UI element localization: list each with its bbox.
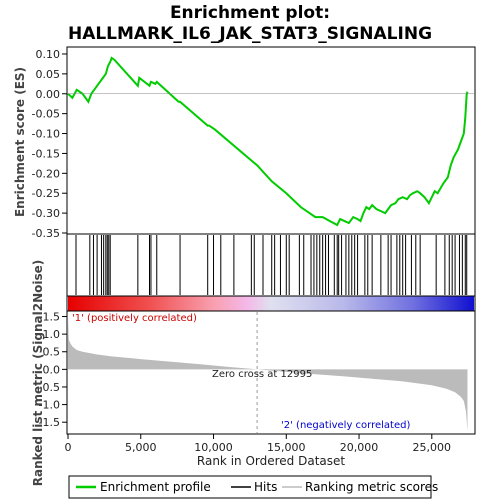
metric-axis-label: Ranked list metric (Signal2Noise) bbox=[31, 260, 45, 487]
metric-y-tick-label: 0.0 bbox=[43, 363, 61, 376]
x-tick-label: 25,000 bbox=[413, 441, 452, 454]
zero-cross-label: Zero cross at 12995 bbox=[212, 369, 312, 380]
es-y-ticks: 0.10 0.05 0.00 -0.05 -0.10 -0.15 -0.20 -0.25 -0.… bbox=[32, 48, 67, 240]
es-y-tick-label: 0.00 bbox=[36, 88, 61, 101]
es-y-tick-label: 0.10 bbox=[36, 48, 61, 61]
rank-gradient-bar bbox=[68, 296, 474, 311]
metric-y-tick-label: 1.5 bbox=[43, 311, 61, 324]
metric-y-ticks: 1.5 1.0 0.5 0.0 -0.5 -1.0 -1.5 bbox=[39, 311, 67, 429]
x-tick-label: 0 bbox=[65, 441, 72, 454]
es-panel-frame bbox=[66, 46, 476, 235]
es-y-tick-label: -0.30 bbox=[32, 207, 60, 220]
metric-y-tick-label: 1.0 bbox=[43, 328, 61, 341]
es-y-tick-label: -0.10 bbox=[32, 128, 60, 141]
metric-y-tick-label: -1.5 bbox=[39, 416, 60, 429]
x-tick-label: 5,000 bbox=[125, 441, 157, 454]
legend-hits-label: Hits bbox=[254, 480, 277, 494]
chart-title-line2: HALLMARK_IL6_JAK_STAT3_SIGNALING bbox=[68, 24, 432, 44]
positive-correlation-label: '1' (positively correlated) bbox=[72, 313, 197, 324]
x-tick-label: 20,000 bbox=[340, 441, 379, 454]
ranking-metric-area bbox=[68, 314, 468, 431]
hits-panel-frame bbox=[66, 233, 476, 297]
x-axis-ticks: 0 5,000 10,000 15,000 20,000 25,000 bbox=[65, 434, 452, 454]
metric-y-tick-label: -0.5 bbox=[39, 381, 60, 394]
es-y-tick-label: -0.25 bbox=[32, 187, 60, 200]
es-y-tick-label: 0.05 bbox=[36, 68, 61, 81]
x-tick-label: 15,000 bbox=[267, 441, 306, 454]
negative-correlation-label: '2' (negatively correlated) bbox=[281, 420, 410, 431]
x-axis-label: Rank in Ordered Dataset bbox=[197, 454, 345, 468]
legend-metric-label: Ranking metric scores bbox=[305, 480, 438, 494]
es-y-tick-label: -0.15 bbox=[32, 147, 60, 160]
es-y-tick-label: -0.20 bbox=[32, 167, 60, 180]
legend-enrichment-label: Enrichment profile bbox=[100, 480, 211, 494]
es-axis-label: Enrichment score (ES) bbox=[13, 67, 27, 217]
metric-y-tick-label: 0.5 bbox=[43, 346, 61, 359]
chart-title-line1: Enrichment plot: bbox=[170, 3, 330, 23]
metric-y-tick-label: -1.0 bbox=[39, 399, 60, 412]
enrichment-profile-line bbox=[67, 56, 469, 227]
x-tick-label: 10,000 bbox=[194, 441, 233, 454]
hits-group bbox=[75, 235, 468, 295]
es-y-tick-label: -0.05 bbox=[32, 108, 60, 121]
es-y-tick-label: -0.35 bbox=[32, 227, 60, 240]
